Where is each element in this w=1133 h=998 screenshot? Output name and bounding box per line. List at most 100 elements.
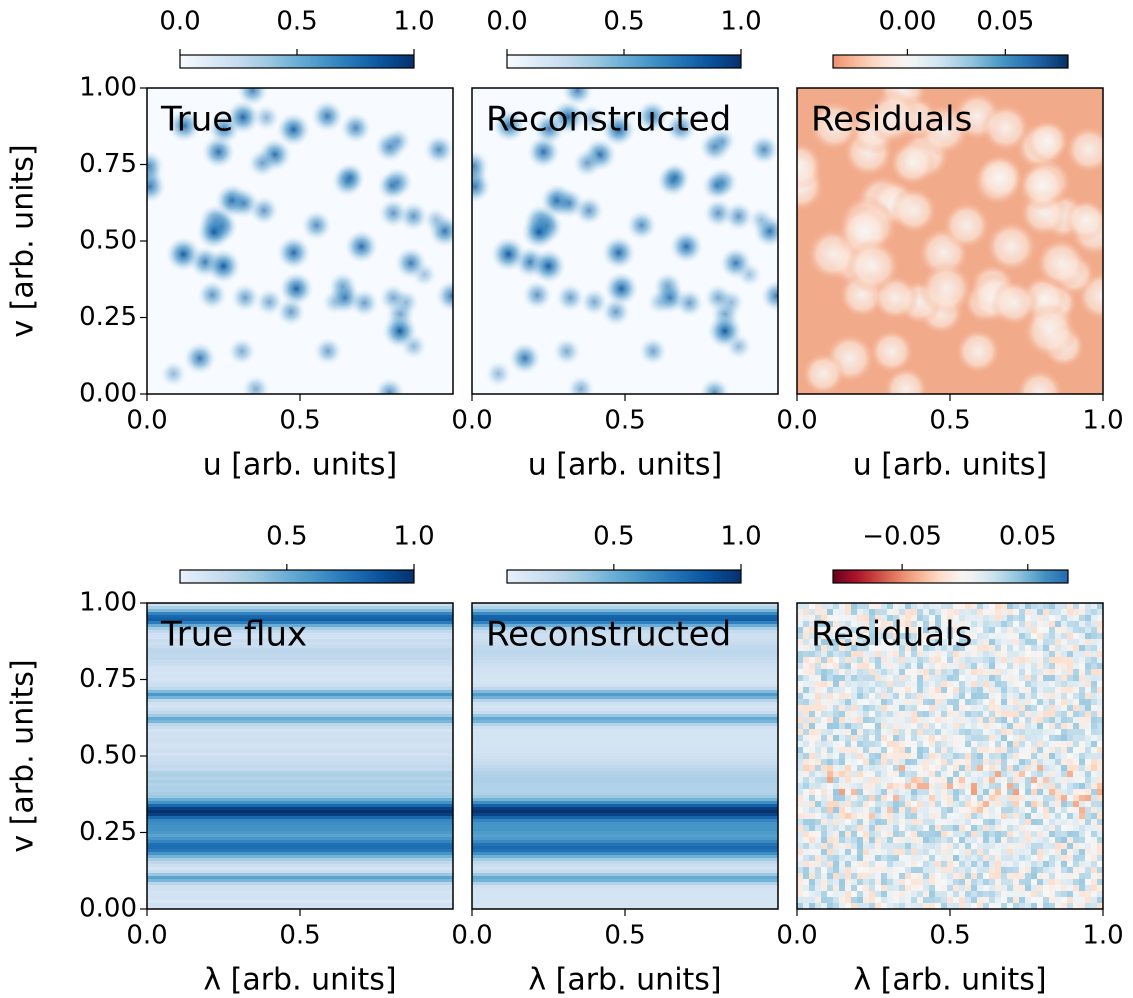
source-blob bbox=[574, 196, 604, 226]
residual-cell bbox=[833, 843, 839, 849]
residual-cell bbox=[923, 717, 929, 723]
residual-cell bbox=[797, 777, 803, 783]
residual-cell bbox=[1043, 879, 1049, 885]
residual-cell bbox=[917, 831, 923, 837]
residual-cell bbox=[1007, 837, 1013, 843]
residual-cell bbox=[845, 867, 851, 873]
residual-cell bbox=[935, 765, 941, 771]
residual-cell bbox=[1085, 603, 1091, 609]
residual-cell bbox=[983, 753, 989, 759]
residual-cell bbox=[1073, 609, 1079, 615]
residual-cell bbox=[827, 699, 833, 705]
source-blob bbox=[626, 210, 657, 241]
residual-cell bbox=[1031, 621, 1037, 627]
residual-cell bbox=[1073, 891, 1079, 897]
residual-cell bbox=[929, 873, 935, 879]
residual-cell bbox=[881, 723, 887, 729]
residual-cell bbox=[863, 741, 869, 747]
residual-cell bbox=[1001, 747, 1007, 753]
residual-cell bbox=[965, 819, 971, 825]
residual-cell bbox=[1061, 801, 1067, 807]
x-tick-label: 0.0 bbox=[776, 406, 817, 436]
residual-cell bbox=[1085, 867, 1091, 873]
residual-cell bbox=[857, 603, 863, 609]
residual-blob bbox=[883, 366, 929, 412]
residual-cell bbox=[917, 747, 923, 753]
residual-cell bbox=[1013, 609, 1019, 615]
residual-cell bbox=[953, 897, 959, 903]
residual-cell bbox=[1043, 609, 1049, 615]
residual-cell bbox=[1067, 687, 1073, 693]
residual-cell bbox=[1031, 789, 1037, 795]
residual-cell bbox=[947, 807, 953, 813]
residual-cell bbox=[857, 783, 863, 789]
residual-cell bbox=[1073, 831, 1079, 837]
residual-cell bbox=[953, 843, 959, 849]
x-axis-label: λ [arb. units] bbox=[853, 963, 1046, 998]
residual-cell bbox=[839, 813, 845, 819]
residual-cell bbox=[797, 675, 803, 681]
residual-cell bbox=[857, 711, 863, 717]
residual-cell bbox=[839, 801, 845, 807]
residual-cell bbox=[1025, 621, 1031, 627]
residual-cell bbox=[989, 711, 995, 717]
residual-cell bbox=[887, 819, 893, 825]
residual-cell bbox=[803, 609, 809, 615]
residual-cell bbox=[887, 813, 893, 819]
residual-cell bbox=[809, 867, 815, 873]
residual-cell bbox=[1001, 867, 1007, 873]
residual-cell bbox=[977, 609, 983, 615]
residual-cell bbox=[995, 747, 1001, 753]
residual-cell bbox=[983, 897, 989, 903]
residual-cell bbox=[1079, 795, 1085, 801]
residual-cell bbox=[941, 765, 947, 771]
residual-cell bbox=[881, 657, 887, 663]
residual-cell bbox=[815, 777, 821, 783]
residual-cell bbox=[965, 777, 971, 783]
residual-cell bbox=[905, 603, 911, 609]
residual-cell bbox=[899, 717, 905, 723]
residual-cell bbox=[863, 831, 869, 837]
residual-cell bbox=[947, 735, 953, 741]
residual-cell bbox=[803, 795, 809, 801]
residual-cell bbox=[827, 705, 833, 711]
residual-cell bbox=[965, 735, 971, 741]
residual-cell bbox=[1037, 729, 1043, 735]
residual-cell bbox=[983, 651, 989, 657]
residual-cell bbox=[1007, 897, 1013, 903]
residual-cell bbox=[893, 861, 899, 867]
residual-cell bbox=[1079, 801, 1085, 807]
residual-cell bbox=[917, 777, 923, 783]
residual-cell bbox=[923, 855, 929, 861]
residual-cell bbox=[953, 735, 959, 741]
residual-cell bbox=[875, 663, 881, 669]
residual-cell bbox=[1079, 837, 1085, 843]
residual-cell bbox=[923, 699, 929, 705]
residual-cell bbox=[851, 801, 857, 807]
residual-cell bbox=[1061, 783, 1067, 789]
y-tick-label: 0.75 bbox=[79, 149, 137, 179]
residual-cell bbox=[809, 855, 815, 861]
residual-cell bbox=[809, 657, 815, 663]
residual-cell bbox=[983, 687, 989, 693]
residual-cell bbox=[983, 879, 989, 885]
residual-cell bbox=[983, 825, 989, 831]
residual-cell bbox=[1061, 603, 1067, 609]
residual-cell bbox=[833, 699, 839, 705]
residual-cell bbox=[893, 843, 899, 849]
residual-cell bbox=[821, 717, 827, 723]
residual-cell bbox=[1049, 861, 1055, 867]
residual-cell bbox=[947, 795, 953, 801]
residual-cell bbox=[851, 837, 857, 843]
source-blob bbox=[374, 377, 404, 407]
residual-cell bbox=[977, 765, 983, 771]
residual-cell bbox=[803, 615, 809, 621]
residual-cell bbox=[1007, 609, 1013, 615]
residual-cell bbox=[1061, 663, 1067, 669]
residual-cell bbox=[821, 879, 827, 885]
residual-cell bbox=[1001, 771, 1007, 777]
residual-blob bbox=[801, 352, 845, 396]
residual-cell bbox=[1079, 819, 1085, 825]
y-tick-label: 0.25 bbox=[79, 817, 137, 847]
residual-cell bbox=[845, 603, 851, 609]
